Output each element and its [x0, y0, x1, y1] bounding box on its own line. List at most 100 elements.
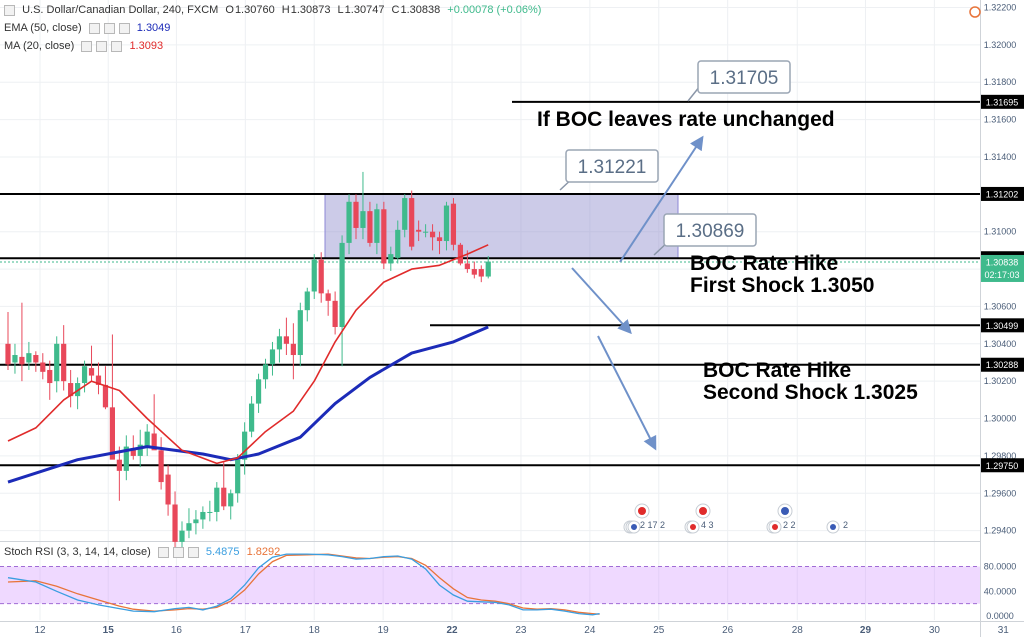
close-icon[interactable]	[118, 22, 130, 34]
x-tick-label: 22	[446, 625, 458, 636]
legend-ema-row: EMA (50, close) 1.3049	[4, 22, 174, 34]
y-tick-label: 1.31000	[984, 227, 1017, 237]
x-tick-label: 23	[515, 625, 527, 636]
us-flag-icon	[781, 507, 789, 515]
x-tick-label: 15	[103, 625, 115, 636]
canada-flag-icon	[699, 507, 707, 515]
stoch-band	[0, 566, 980, 604]
candle-up	[402, 198, 408, 230]
eye-icon[interactable]	[81, 40, 93, 52]
close-icon[interactable]	[187, 546, 199, 558]
level-tag	[981, 357, 1024, 372]
legend-stoch-row: Stoch RSI (3, 3, 14, 14, close) 5.4875 1…	[4, 546, 284, 558]
close-icon[interactable]	[111, 40, 123, 52]
callout-131221-box	[565, 149, 659, 183]
price-tag-countdown: 02:17:03	[984, 270, 1019, 280]
grid	[0, 0, 1024, 620]
candle-up	[123, 446, 129, 471]
collapse-icon[interactable]	[4, 4, 15, 16]
projection-arrow	[597, 335, 657, 451]
symbol-title: U.S. Dollar/Canadian Dollar, 240, FXCM	[22, 4, 219, 16]
ohlc-high-label: H	[281, 4, 290, 16]
ohlc-close: 1.30838	[400, 4, 441, 16]
candle-up	[200, 511, 206, 520]
level-tag	[981, 186, 1024, 201]
x-tick-label: 18	[309, 625, 321, 636]
level-tag-label: 1.30499	[986, 321, 1019, 331]
legend-ma-row: MA (20, close) 1.3093	[4, 40, 167, 52]
eye-icon[interactable]	[157, 546, 169, 558]
candle-up	[374, 209, 380, 243]
y-tick-label: 1.30000	[984, 414, 1017, 424]
callout-131705-text: 1.31705	[710, 68, 779, 89]
candle-down	[318, 259, 324, 294]
level-tag-label: 1.29750	[986, 461, 1019, 471]
x-tick-label: 28	[792, 625, 804, 636]
candle-up	[255, 379, 262, 404]
candle-down	[409, 198, 415, 247]
candle-down	[353, 201, 359, 228]
candle-down	[221, 487, 227, 507]
ohlc-open-label: O	[225, 4, 234, 16]
candle-down	[165, 474, 171, 505]
candle-down	[95, 375, 102, 385]
ema-label: EMA (50, close)	[4, 22, 82, 34]
candle-up	[186, 523, 192, 531]
candle-up	[311, 259, 317, 292]
x-tick-label: 24	[584, 625, 596, 636]
x-tick-label: 19	[378, 625, 390, 636]
candle-up	[395, 229, 401, 258]
event-count: 2 2	[783, 520, 796, 530]
candle-down	[457, 244, 463, 264]
annotation-boc-hike-2: BOC Rate Hike	[703, 359, 851, 382]
level-tag	[981, 458, 1024, 473]
settings-icon[interactable]	[96, 40, 108, 52]
eye-icon[interactable]	[88, 22, 100, 34]
ma-label: MA (20, close)	[4, 40, 75, 52]
candle-down	[5, 343, 11, 365]
clock-icon	[969, 6, 981, 18]
canada-flag-icon	[638, 507, 646, 515]
event-count: 2	[843, 520, 848, 530]
event-icon	[631, 524, 637, 530]
ohlc-open: 1.30760	[234, 4, 275, 16]
candle-down	[464, 263, 470, 270]
candle-down	[172, 504, 178, 542]
candle-up	[193, 519, 199, 524]
level-tag	[981, 318, 1024, 333]
candle-down	[130, 448, 136, 456]
candle-up	[360, 211, 366, 228]
settings-icon[interactable]	[103, 22, 115, 34]
settings-icon[interactable]	[172, 546, 184, 558]
annotation-boc-hike-1: BOC Rate Hike	[690, 252, 838, 275]
level-tag-label: 1.31202	[986, 189, 1019, 199]
candle-up	[235, 459, 241, 494]
candle-up	[81, 366, 88, 384]
annotation-second-shock: Second Shock 1.3025	[703, 381, 918, 404]
candle-down	[367, 211, 373, 243]
candle-down	[40, 362, 46, 372]
ohlc-change: +0.00078 (+0.06%)	[447, 4, 542, 16]
candle-up	[75, 383, 81, 397]
ohlc-low: 1.30747	[344, 4, 385, 16]
callout-131705-box	[697, 60, 791, 94]
y-tick-label: 1.30400	[984, 339, 1017, 349]
candle-up	[228, 493, 234, 507]
stoch-rsi-pane	[0, 553, 980, 616]
event-icon	[690, 524, 696, 530]
ohlc-low-label: L	[337, 4, 344, 16]
x-tick-label: 31	[998, 625, 1010, 636]
candle-up	[12, 355, 18, 363]
x-tick-label: 17	[240, 625, 252, 636]
x-tick-label: 12	[34, 625, 46, 636]
candle-down	[68, 383, 74, 397]
candle-down	[88, 368, 95, 376]
price-axis: 1.32200 1.32000 1.31800 1.31600 1.31400 1.312…	[969, 0, 1024, 637]
y-tick-label: 1.32000	[984, 40, 1017, 50]
level-tag-label: 1.31695	[986, 97, 1019, 107]
candles	[5, 171, 491, 557]
candle-down	[116, 459, 122, 471]
event-icon	[830, 524, 836, 530]
moving-averages	[7, 244, 489, 484]
